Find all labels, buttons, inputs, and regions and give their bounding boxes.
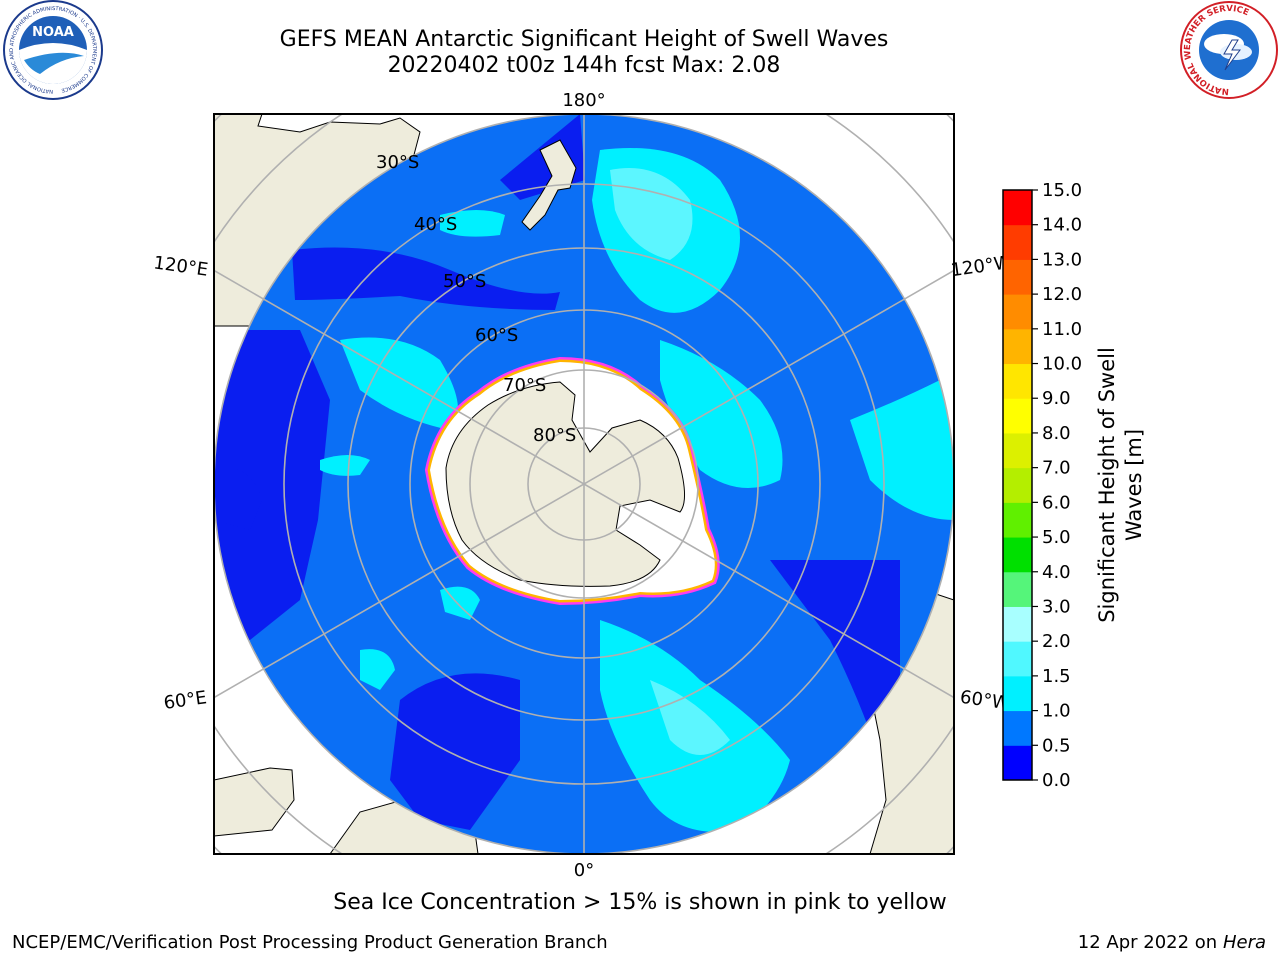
colorbar-tick-label: 8.0 [1042, 423, 1071, 444]
colorbar-segment [1003, 467, 1032, 503]
colorbar-tick-label: 0.5 [1042, 735, 1071, 756]
colorbar-tick-label: 10.0 [1042, 354, 1082, 375]
colorbar-tick-label: 9.0 [1042, 388, 1071, 409]
noaa-logo-text: NOAA [32, 25, 74, 40]
colorbar-tick-label: 12.0 [1042, 284, 1082, 305]
lon-label-60e: 60°E [162, 687, 208, 714]
footer-credit: NCEP/EMC/Verification Post Processing Pr… [12, 932, 608, 953]
graticule [214, 114, 954, 854]
colorbar-segment [1003, 190, 1032, 226]
footer-host: Hera [1222, 932, 1266, 953]
colorbar-segment [1003, 294, 1032, 330]
colorbar-segment [1003, 432, 1032, 469]
colorbar: 0.0 0.5 1.0 1.5 2.0 3.0 4.0 5.0 6.0 7.0 8.0 9.0 10.0… [1002, 180, 1146, 791]
colorbar-segment [1003, 398, 1032, 434]
colorbar-segment [1003, 224, 1032, 260]
colorbar-segment [1003, 571, 1032, 607]
lat-label-30s: 30°S [376, 152, 419, 173]
colorbar-tick-label: 7.0 [1042, 458, 1071, 479]
colorbar-tick-label: 5.0 [1042, 527, 1071, 548]
colorbar-segment [1003, 259, 1032, 295]
colorbar-segment [1003, 363, 1032, 399]
colorbar-tick-label: 4.0 [1042, 562, 1071, 583]
colorbar-label-line2: Waves [m] [1122, 429, 1146, 541]
sea-ice-caption: Sea Ice Concentration > 15% is shown in … [333, 890, 947, 915]
chart-subtitle: 20220402 t00z 144h fcst Max: 2.08 [387, 53, 781, 78]
lat-label-60s: 60°S [475, 325, 518, 346]
colorbar-tick-label: 14.0 [1042, 215, 1082, 236]
colorbar-segment [1003, 641, 1032, 677]
lat-label-70s: 70°S [503, 375, 546, 396]
colorbar-segment [1003, 328, 1032, 365]
nws-logo: NATIONAL WEATHER SERVICE [1180, 1, 1278, 99]
colorbar-tick-label: 13.0 [1042, 249, 1082, 270]
map-area: 180° 0° 120°E 60°E 120°W 60°W 30°S 40°S … [152, 90, 1013, 880]
lat-label-50s: 50°S [443, 271, 486, 292]
colorbar-segment [1003, 675, 1032, 712]
colorbar-tick-label: 2.0 [1042, 631, 1071, 652]
colorbar-segment [1003, 502, 1032, 538]
colorbar-tick-label: 1.5 [1042, 666, 1071, 687]
lat-label-40s: 40°S [414, 214, 457, 235]
chart-title: GEFS MEAN Antarctic Significant Height o… [279, 27, 889, 52]
colorbar-segment [1003, 745, 1032, 781]
lon-label-0: 0° [574, 860, 594, 880]
lon-label-120e: 120°E [152, 252, 209, 280]
lon-label-180: 180° [562, 90, 605, 111]
colorbar-segment [1003, 710, 1032, 746]
lat-label-80s: 80°S [533, 425, 576, 446]
colorbar-tick-label: 15.0 [1042, 180, 1082, 201]
footer-date-text: 12 Apr 2022 on [1077, 932, 1223, 953]
colorbar-tick-label: 1.0 [1042, 701, 1071, 722]
colorbar-frame [1002, 189, 1033, 781]
colorbar-tick-label: 6.0 [1042, 492, 1071, 513]
colorbar-label-line1: Significant Height of Swell [1095, 347, 1119, 623]
footer-date: 12 Apr 2022 on Hera [1078, 932, 1266, 953]
noaa-logo: NOAA NATIONAL OCEANIC AND ATMOSPHERIC AD… [3, 0, 103, 100]
colorbar-segment [1003, 537, 1032, 573]
map-frame [213, 113, 955, 855]
colorbar-tick-label: 3.0 [1042, 596, 1071, 617]
colorbar-tick-label: 11.0 [1042, 319, 1082, 340]
antarctica [424, 356, 720, 606]
colorbar-tick-label: 0.0 [1042, 770, 1071, 791]
colorbar-segment [1003, 606, 1032, 642]
